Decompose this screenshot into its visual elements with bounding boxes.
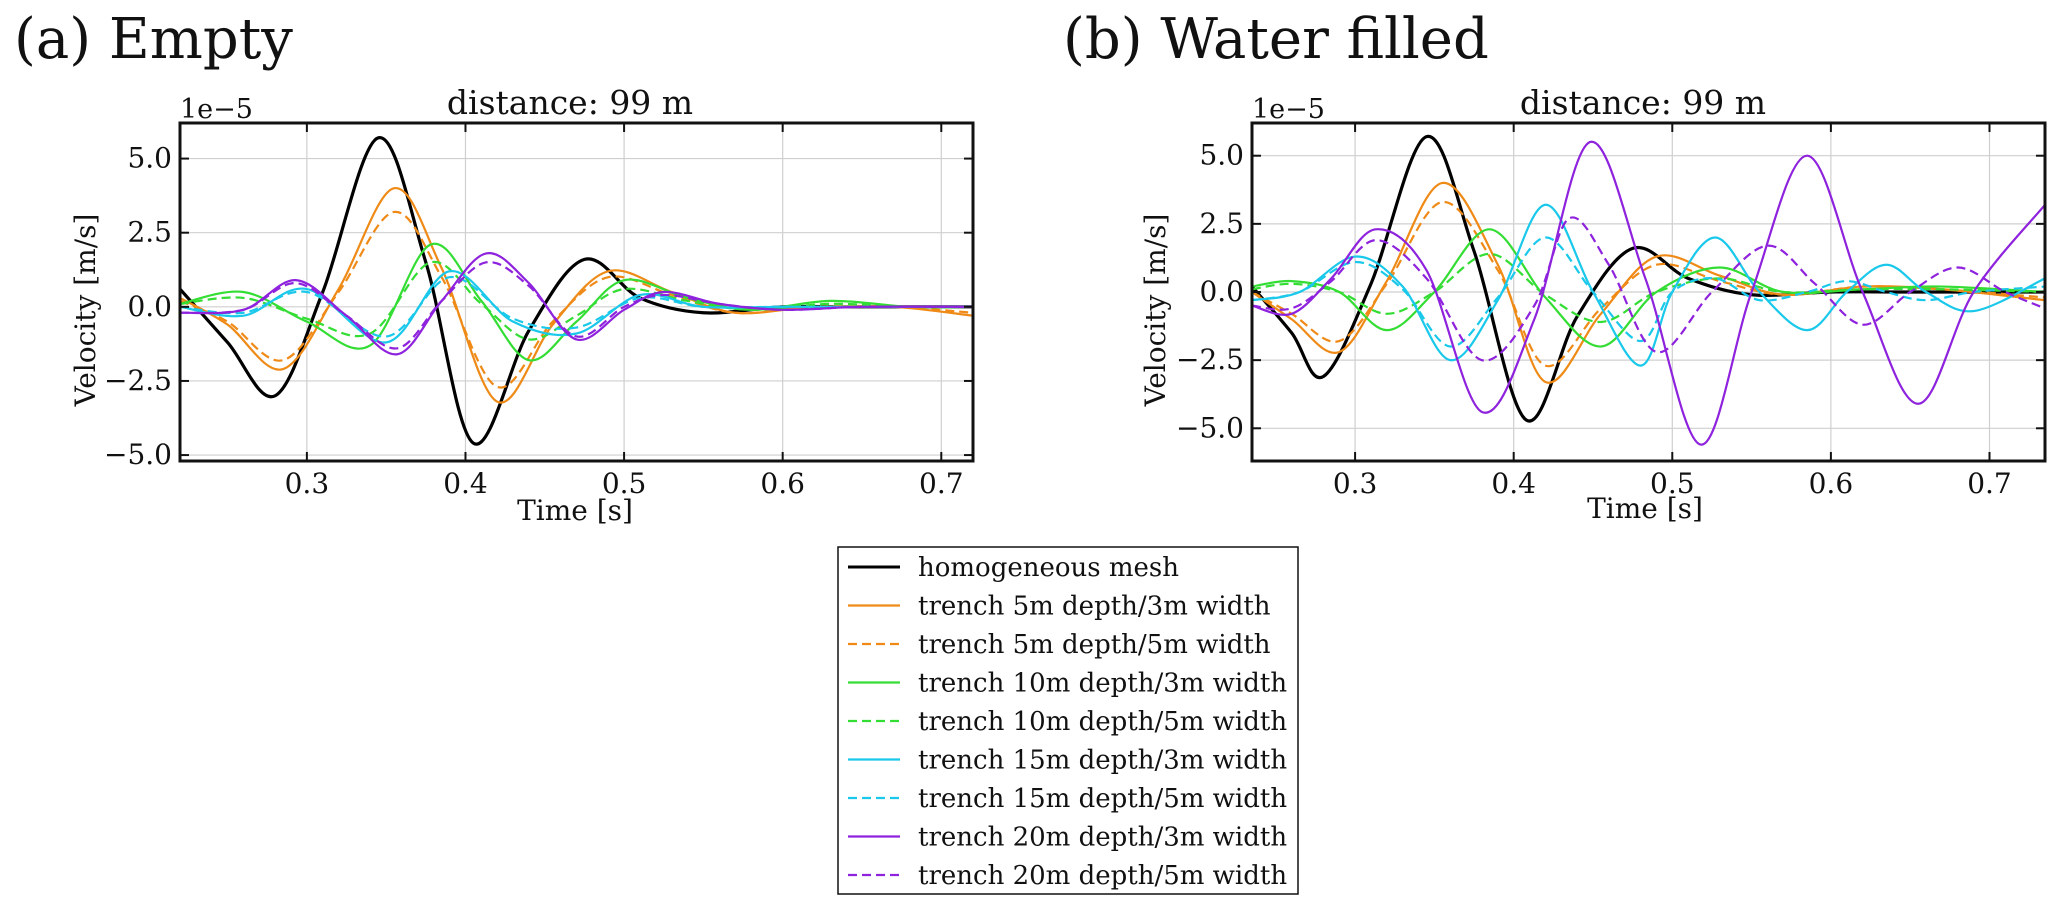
legend-label: trench 10m depth/3m width bbox=[918, 669, 1287, 699]
legend-label: trench 15m depth/3m width bbox=[918, 746, 1287, 776]
y-tick-label: −5.0 bbox=[104, 438, 172, 471]
x-tick-label: 0.4 bbox=[443, 467, 488, 500]
chart-title-empty: distance: 99 m bbox=[447, 83, 693, 122]
series-group-empty bbox=[180, 136, 973, 446]
series-line-empty-5 bbox=[180, 270, 973, 344]
series-group-water-filled bbox=[1252, 135, 2045, 446]
series-line-empty-2 bbox=[180, 210, 973, 389]
y-axis-label-empty: Velocity [m/s] bbox=[69, 214, 102, 408]
legend-item: trench 20m depth/3m width bbox=[848, 823, 1287, 853]
y-tick-label: 2.5 bbox=[1199, 207, 1244, 240]
x-tick-label: 0.6 bbox=[760, 467, 805, 500]
panel-label-empty: (a) Empty bbox=[14, 7, 293, 72]
series-line-empty-4 bbox=[180, 260, 973, 341]
panel-label-water-filled: (b) Water filled bbox=[1063, 7, 1489, 72]
x-tick-label: 0.6 bbox=[1809, 467, 1854, 500]
series-line-empty-1 bbox=[180, 187, 973, 404]
series-line-empty-0 bbox=[180, 136, 973, 446]
x-axis-label-water-filled: Time [s] bbox=[1587, 492, 1703, 525]
axes-frame-empty bbox=[178, 121, 975, 463]
series-line-water-filled-8 bbox=[1252, 216, 2045, 362]
x-tick-label: 0.4 bbox=[1491, 467, 1536, 500]
legend-box bbox=[837, 546, 1299, 895]
y-tick-label: 5.0 bbox=[1199, 139, 1244, 172]
x-axis-label-empty: Time [s] bbox=[517, 494, 633, 527]
panel-empty: (a) Empty distance: 99 m 1e−5 Velocity [… bbox=[14, 7, 975, 527]
plot-area-empty: 0.3 0.4 0.5 0.6 0.7 −5.0 −2.5 0.0 2.5 5.0 bbox=[104, 121, 975, 500]
series-line-water-filled-5 bbox=[1252, 203, 2045, 367]
series-line-empty-8 bbox=[180, 261, 973, 350]
y-tick-label: −2.5 bbox=[1176, 343, 1244, 376]
plot-area-water-filled: 0.3 0.4 0.5 0.6 0.7 −5.0 −2.5 0.0 2.5 5.0 bbox=[1176, 121, 2047, 500]
series-line-water-filled-7 bbox=[1252, 140, 2045, 446]
series-line-empty-6 bbox=[180, 276, 973, 338]
legend-label: trench 20m depth/3m width bbox=[918, 823, 1287, 853]
y-tick-label: 0.0 bbox=[127, 290, 172, 323]
x-tick-label: 0.3 bbox=[285, 467, 330, 500]
series-line-water-filled-2 bbox=[1252, 200, 2045, 368]
legend-item: homogeneous mesh bbox=[848, 553, 1179, 583]
legend-item: trench 5m depth/3m width bbox=[848, 592, 1271, 622]
x-tick-label: 0.5 bbox=[602, 467, 647, 500]
legend-label: trench 5m depth/5m width bbox=[918, 630, 1271, 660]
panel-water-filled: (b) Water filled distance: 99 m 1e−5 Vel… bbox=[1063, 7, 2047, 525]
legend-label: trench 15m depth/5m width bbox=[918, 784, 1287, 814]
legend-item: trench 15m depth/3m width bbox=[848, 746, 1287, 776]
scale-label-empty: 1e−5 bbox=[180, 94, 253, 125]
legend-label: trench 20m depth/5m width bbox=[918, 861, 1287, 891]
x-tick-label: 0.7 bbox=[1967, 467, 2012, 500]
x-tick-label: 0.5 bbox=[1650, 467, 1695, 500]
legend-label: homogeneous mesh bbox=[918, 553, 1179, 583]
chart-title-water-filled: distance: 99 m bbox=[1520, 83, 1766, 122]
y-tick-label: 5.0 bbox=[127, 142, 172, 175]
legend-item: trench 10m depth/5m width bbox=[848, 707, 1287, 737]
series-line-empty-3 bbox=[180, 242, 973, 362]
legend: homogeneous mesh trench 5m depth/3m width… bbox=[837, 546, 1299, 895]
series-line-water-filled-0 bbox=[1252, 135, 2045, 423]
x-tick-label: 0.7 bbox=[919, 467, 964, 500]
legend-item: trench 20m depth/5m width bbox=[848, 861, 1287, 891]
y-tick-label: −2.5 bbox=[104, 364, 172, 397]
y-tick-label: −5.0 bbox=[1176, 411, 1244, 444]
legend-item: trench 5m depth/5m width bbox=[848, 630, 1271, 660]
legend-entries: homogeneous mesh trench 5m depth/3m width… bbox=[848, 553, 1287, 891]
y-tick-label: 2.5 bbox=[127, 216, 172, 249]
series-line-water-filled-4 bbox=[1252, 252, 2045, 324]
x-tick-label: 0.3 bbox=[1333, 467, 1378, 500]
legend-item: trench 15m depth/5m width bbox=[848, 784, 1287, 814]
y-tick-label: 0.0 bbox=[1199, 275, 1244, 308]
legend-item: trench 10m depth/3m width bbox=[848, 669, 1287, 699]
legend-label: trench 5m depth/3m width bbox=[918, 592, 1271, 622]
scale-label-water-filled: 1e−5 bbox=[1252, 94, 1325, 125]
legend-label: trench 10m depth/5m width bbox=[918, 707, 1287, 737]
y-axis-label-water-filled: Velocity [m/s] bbox=[1139, 214, 1172, 408]
